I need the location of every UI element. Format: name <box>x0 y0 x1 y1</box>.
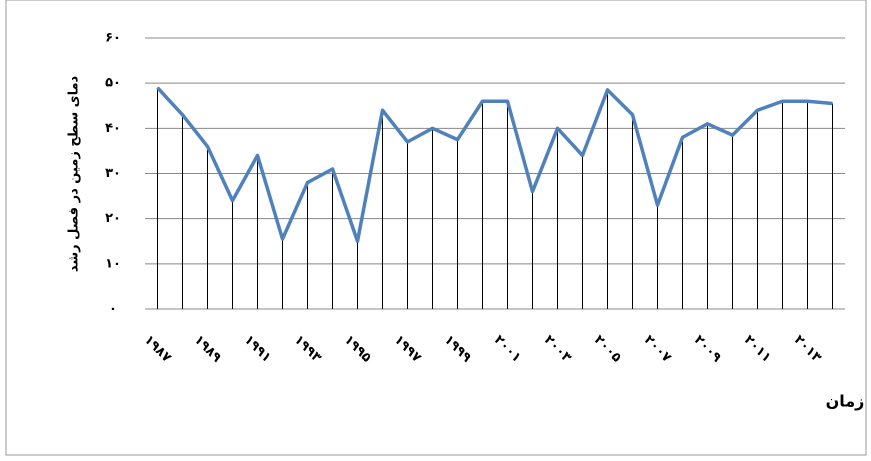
y-tick-label: ۴۰ <box>105 121 121 136</box>
y-tick-label: ۰ <box>109 302 117 317</box>
data-line <box>156 86 833 243</box>
y-tick-label: ۵۰ <box>105 76 121 91</box>
y-tick-label: ۳۰ <box>105 166 121 181</box>
y-tick-label: ۶۰ <box>105 31 121 46</box>
x-axis-title: زمان <box>826 392 865 411</box>
y-axis-title: دمای سطح زمین در فصل رشد <box>67 75 82 272</box>
y-tick-label: ۱۰ <box>105 256 121 271</box>
chart-frame <box>5 0 867 456</box>
y-tick-label: ۲۰ <box>105 211 121 226</box>
